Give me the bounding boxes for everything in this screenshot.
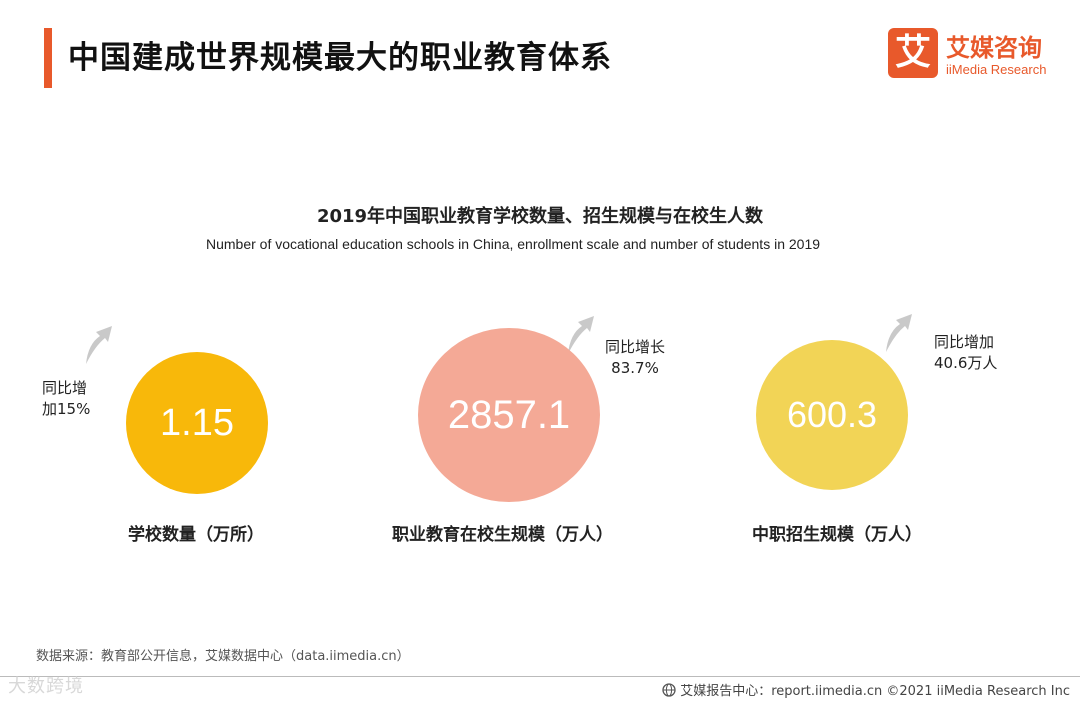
growth-line-2: 83.7%	[611, 359, 659, 377]
chart-subtitle: Number of vocational education schools i…	[205, 236, 821, 252]
page-title: 中国建成世界规模最大的职业教育体系	[68, 40, 612, 76]
data-source: 数据来源：教育部公开信息，艾媒数据中心（data.iimedia.cn）	[36, 649, 410, 664]
metric-label-schools: 学校数量（万所）	[128, 525, 264, 545]
growth-text-schools: 同比增 加15%	[42, 378, 90, 420]
footer-report-text: 艾媒报告中心：report.iimedia.cn ©2021 iiMedia R…	[680, 684, 1070, 699]
up-right-arrow-icon	[568, 316, 594, 354]
title-accent-bar	[44, 28, 52, 88]
iimedia-logo: 艾 艾媒咨询 iiMedia Research	[888, 28, 1068, 84]
watermark: 大数跨境	[8, 676, 84, 697]
growth-line-2: 加15%	[42, 400, 91, 418]
logo-mark-icon: 艾	[888, 28, 938, 78]
growth-text-enrollment: 同比增加 40.6万人	[934, 332, 997, 374]
up-right-arrow-icon	[86, 326, 112, 364]
chart-title: 2019年中国职业教育学校数量、招生规模与在校生人数	[316, 206, 764, 227]
growth-line-1: 同比增加	[934, 333, 995, 351]
growth-text-students: 同比增长 83.7%	[605, 337, 665, 379]
growth-line-1: 同比增	[42, 379, 88, 397]
metric-circle-students: 2857.1	[418, 328, 600, 502]
footer-report: 艾媒报告中心：report.iimedia.cn ©2021 iiMedia R…	[662, 680, 1070, 699]
up-right-arrow-icon	[886, 314, 912, 352]
metric-circle-enrollment: 600.3	[756, 340, 908, 490]
footer-divider	[0, 676, 1080, 677]
metric-label-students: 职业教育在校生规模（万人）	[392, 525, 613, 545]
logo-chinese-name: 艾媒咨询	[946, 34, 1042, 62]
metric-value: 600.3	[786, 394, 878, 435]
growth-line-1: 同比增长	[605, 338, 666, 356]
metric-label-enrollment: 中职招生规模（万人）	[752, 525, 922, 545]
globe-icon	[662, 683, 676, 697]
metric-value: 2857.1	[447, 392, 571, 437]
metric-value: 1.15	[160, 401, 234, 444]
logo-english-name: iiMedia Research	[946, 62, 1047, 77]
growth-line-2: 40.6万人	[934, 354, 998, 372]
metric-circle-schools: 1.15	[126, 352, 268, 494]
